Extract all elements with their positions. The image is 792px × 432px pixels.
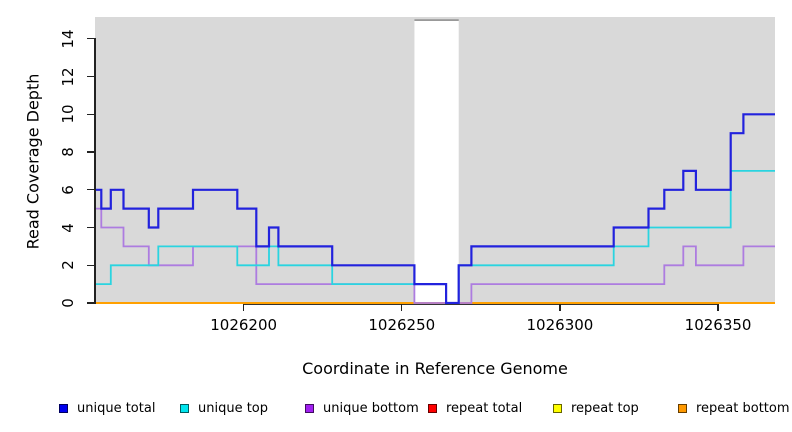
- legend: unique total unique top unique bottom repea…: [0, 398, 792, 420]
- x-tick-label-1026250: 1026250: [368, 316, 436, 334]
- y-tick-label-10: 10: [59, 104, 77, 124]
- line-unique-total: [95, 113, 775, 304]
- y-tick-label-12: 12: [59, 67, 77, 87]
- plot-area: [95, 17, 775, 304]
- legend-label-repeat-top: repeat top: [571, 400, 639, 416]
- gap-band-top-line: [414, 19, 459, 21]
- y-tick-label-6: 6: [59, 184, 77, 195]
- y-tick-8: [87, 151, 95, 153]
- y-tick-label-4: 4: [59, 222, 77, 233]
- legend-swatch-unique-bottom: [305, 403, 314, 413]
- y-tick-0: [87, 302, 95, 304]
- x-axis-line: [243, 303, 719, 305]
- legend-item-unique-bottom: unique bottom: [305, 398, 419, 418]
- legend-item-repeat-total: repeat total: [428, 398, 522, 418]
- legend-swatch-repeat-bottom: [678, 403, 687, 413]
- y-tick-2: [87, 264, 95, 266]
- line-unique-bottom: [95, 207, 775, 304]
- y-tick-label-2: 2: [59, 260, 77, 271]
- x-tick-1026300: [559, 304, 561, 311]
- legend-label-repeat-total: repeat total: [446, 400, 523, 416]
- y-tick-label-8: 8: [59, 147, 77, 157]
- legend-swatch-repeat-total: [428, 403, 437, 413]
- y-tick-label-0: 0: [59, 298, 77, 308]
- legend-label-unique-top: unique top: [198, 400, 269, 416]
- legend-label-unique-total: unique total: [77, 400, 156, 416]
- legend-swatch-unique-total: [59, 403, 68, 413]
- x-tick-1026250: [401, 304, 403, 311]
- y-tick-4: [87, 226, 95, 229]
- y-tick-12: [87, 75, 95, 78]
- legend-item-unique-top: unique top: [180, 398, 268, 418]
- y-tick-6: [87, 189, 95, 191]
- gap-band: [414, 21, 459, 304]
- legend-swatch-repeat-top: [553, 403, 562, 413]
- y-tick-label-14: 14: [59, 29, 77, 49]
- y-axis-title: Read Coverage Depth: [23, 73, 43, 250]
- y-tick-10: [87, 113, 95, 115]
- x-tick-1026200: [243, 304, 245, 311]
- legend-item-repeat-bottom: repeat bottom: [678, 398, 790, 418]
- y-tick-14: [87, 38, 95, 40]
- legend-item-unique-total: unique total: [59, 398, 155, 418]
- legend-label-unique-bottom: unique bottom: [323, 400, 419, 416]
- x-tick-label-1026350: 1026350: [684, 316, 752, 334]
- x-tick-1026350: [717, 304, 719, 311]
- line-unique-top: [95, 170, 775, 304]
- legend-item-repeat-top: repeat top: [553, 398, 639, 418]
- x-axis-title: Coordinate in Reference Genome: [302, 359, 568, 378]
- x-tick-label-1026200: 1026200: [210, 316, 278, 334]
- y-axis-line: [94, 38, 96, 304]
- legend-swatch-unique-top: [180, 403, 189, 413]
- x-tick-label-1026300: 1026300: [526, 316, 594, 334]
- legend-label-repeat-bottom: repeat bottom: [696, 400, 790, 416]
